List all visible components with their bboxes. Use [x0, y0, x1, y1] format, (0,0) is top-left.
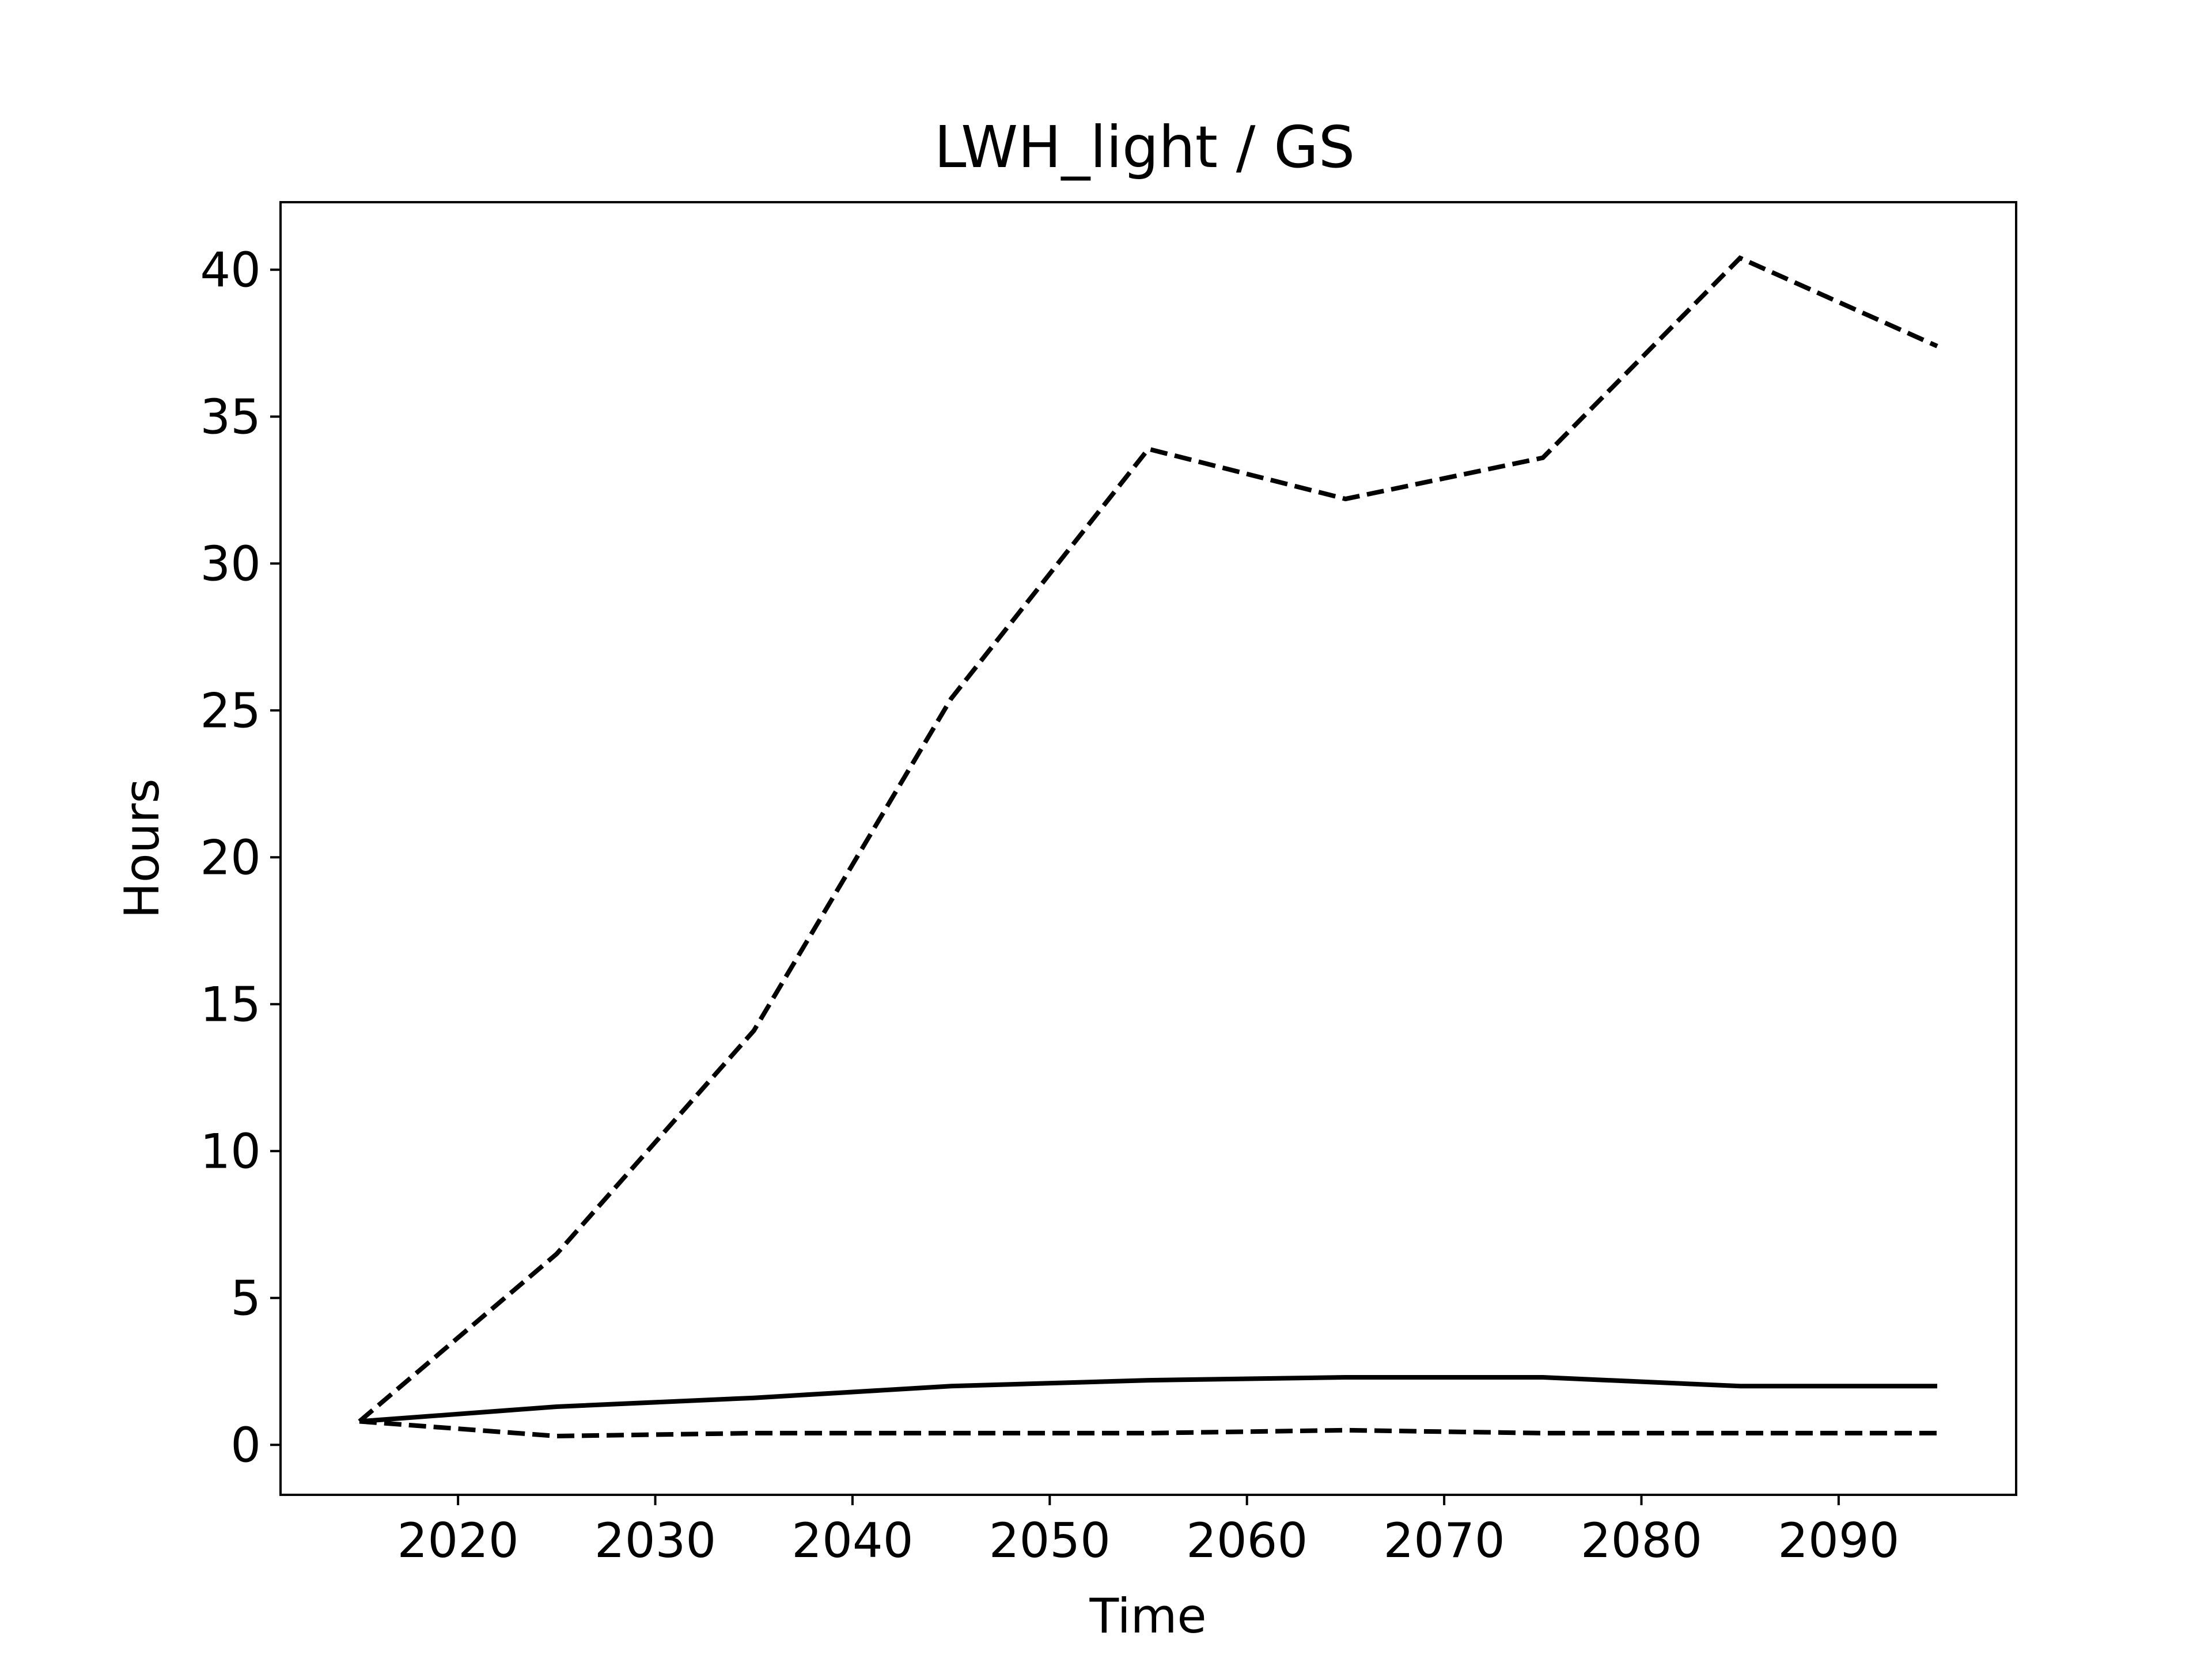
x-axis-title: Time: [1089, 1588, 1206, 1644]
x-axis: 2020 2030 2040 2050 2060 2070 2080 2090: [397, 1495, 1899, 1569]
plot-frame: [279, 201, 2017, 1496]
series-line-1: [358, 255, 1938, 1423]
series-line-2: [359, 1375, 1937, 1424]
y-tick-label: 40: [200, 242, 261, 298]
y-tick-label: 25: [200, 683, 261, 738]
x-tick-label: 2060: [1186, 1513, 1308, 1569]
x-tick-label: 2030: [594, 1513, 716, 1569]
y-axis-title: Hours: [114, 778, 170, 918]
y-tick-label: 15: [200, 976, 261, 1032]
chart-title: LWH_light / GS: [934, 113, 1355, 181]
series-line-3: [359, 1419, 1937, 1439]
y-tick-label: 10: [200, 1123, 261, 1179]
x-tick-label: 2020: [397, 1513, 519, 1569]
x-tick-label: 2050: [989, 1513, 1111, 1569]
x-tick-label: 2040: [791, 1513, 913, 1569]
x-tick-label: 2090: [1778, 1513, 1899, 1569]
plot-area: [279, 201, 2017, 1496]
y-tick-label: 20: [200, 830, 261, 885]
y-axis: 0 5 10 15 20 25 30 35 40: [200, 242, 281, 1473]
y-tick-label: 0: [230, 1417, 261, 1473]
x-tick-label: 2080: [1581, 1513, 1702, 1569]
x-tick-label: 2070: [1383, 1513, 1505, 1569]
series-layer: [358, 255, 1938, 1439]
y-tick-label: 5: [230, 1270, 261, 1326]
y-tick-label: 35: [200, 389, 261, 445]
y-tick-label: 30: [200, 536, 261, 592]
